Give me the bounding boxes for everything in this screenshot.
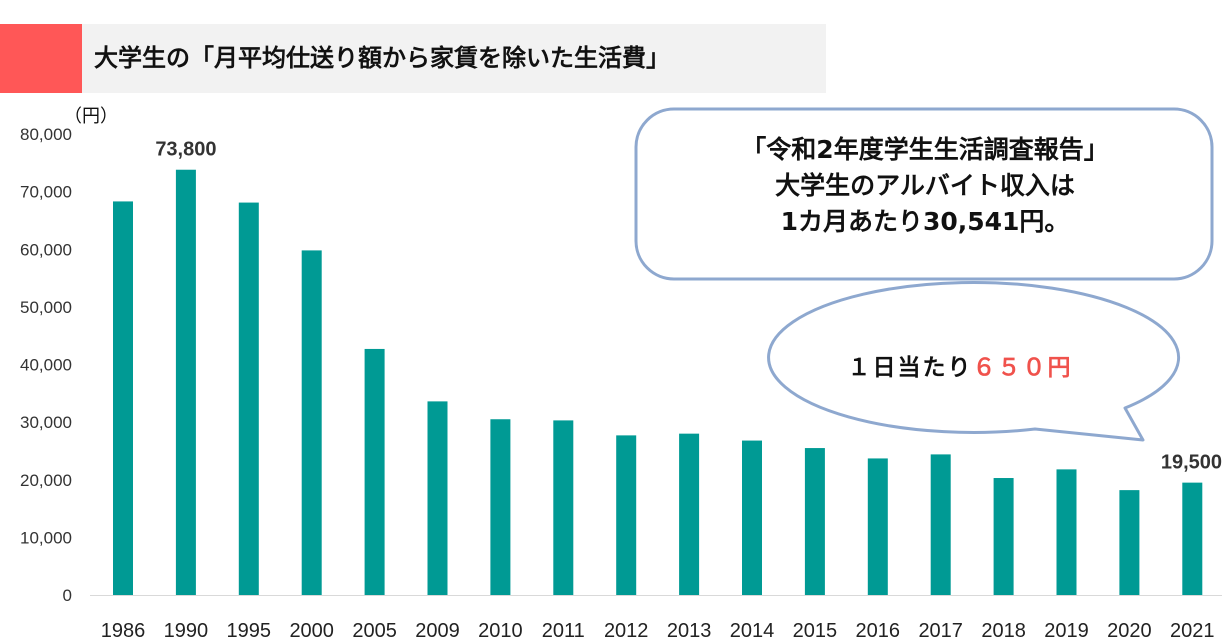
bar-2005 xyxy=(364,348,385,595)
x-tick-label: 2010 xyxy=(478,620,523,642)
daily-callout-text: １日当たり６５０円 xyxy=(760,348,1160,382)
bar-2016 xyxy=(867,458,888,595)
y-tick-label: 0 xyxy=(63,586,72,605)
x-tick-label: 2020 xyxy=(1107,620,1152,642)
bar-1995 xyxy=(238,202,259,596)
report-callout-box xyxy=(634,107,1214,281)
bar-2020 xyxy=(1119,490,1140,595)
report-callout-line3: 1カ月あたり30,541円。 xyxy=(780,207,1070,236)
bar-2000 xyxy=(301,250,322,595)
bars xyxy=(113,169,1203,596)
bar-2014 xyxy=(742,440,762,595)
x-tick-label: 1986 xyxy=(101,620,146,642)
bar-2013 xyxy=(679,433,700,595)
x-axis: 1986 1990 1995 2000 2005 2009 2010 2011 2012 2013… xyxy=(90,595,1222,642)
daily-callout-prefix: １日当たり xyxy=(847,355,973,381)
data-label: 73,800 xyxy=(155,139,216,161)
y-tick-label: 80,000 xyxy=(20,125,72,144)
x-tick-label: 2013 xyxy=(667,620,712,642)
x-tick-label: 2000 xyxy=(289,620,334,642)
y-tick-label: 70,000 xyxy=(20,183,72,202)
bar-1986 xyxy=(113,201,133,595)
daily-callout-bubble xyxy=(767,280,1181,442)
report-callout-line1: 「令和2年度学生生活調査報告」 xyxy=(741,135,1109,164)
x-tick-label: 2009 xyxy=(415,620,460,642)
x-tick-label: 2019 xyxy=(1044,620,1089,642)
bar-2012 xyxy=(616,435,637,595)
bar-2019 xyxy=(1056,469,1077,595)
y-tick-label: 40,000 xyxy=(20,356,72,375)
title-bar: 大学生の「月平均仕送り額から家賃を除いた生活費」 xyxy=(0,24,826,93)
y-tick-label: 60,000 xyxy=(20,240,72,259)
data-label: 19,500 xyxy=(1161,452,1222,474)
bar-2017 xyxy=(930,454,951,595)
bar-2009 xyxy=(427,401,448,595)
x-tick-label: 2021 xyxy=(1170,620,1215,642)
x-tick-label: 2011 xyxy=(542,620,585,642)
y-tick-label: 50,000 xyxy=(20,298,72,317)
x-tick-label: 2014 xyxy=(730,620,775,642)
x-tick-label: 2005 xyxy=(352,620,397,642)
bar-1990 xyxy=(175,169,196,596)
x-tick-label: 2012 xyxy=(604,620,649,642)
y-unit-label: （円） xyxy=(64,106,118,127)
data-labels: 73,800 19,500 xyxy=(155,139,1222,474)
x-tick-label: 2016 xyxy=(856,620,901,642)
x-tick-label: 1995 xyxy=(227,620,272,642)
x-tick-label: 2018 xyxy=(981,620,1026,642)
y-tick-label: 10,000 xyxy=(20,528,72,547)
title-accent-block xyxy=(0,24,82,93)
daily-callout-amount: ６５０円 xyxy=(972,355,1073,381)
bar-2021 xyxy=(1182,482,1203,595)
report-callout-text: 「令和2年度学生生活調査報告」 大学生のアルバイト収入は 1カ月あたり30,54… xyxy=(640,132,1210,240)
bar-2018 xyxy=(993,478,1014,595)
chart-title: 大学生の「月平均仕送り額から家賃を除いた生活費」 xyxy=(94,44,670,72)
x-tick-label: 1990 xyxy=(164,620,209,642)
y-tick-label: 30,000 xyxy=(20,413,72,432)
bar-2015 xyxy=(804,448,825,595)
y-axis: （円） 0 10,000 20,000 30,000 40,000 50,000 60,000… xyxy=(20,106,118,605)
bar-2010 xyxy=(490,419,511,595)
x-tick-label: 2017 xyxy=(918,620,963,642)
bar-2011 xyxy=(553,420,574,595)
x-tick-label: 2015 xyxy=(793,620,838,642)
report-callout-line2: 大学生のアルバイト収入は xyxy=(775,171,1075,200)
y-tick-label: 20,000 xyxy=(20,471,72,490)
